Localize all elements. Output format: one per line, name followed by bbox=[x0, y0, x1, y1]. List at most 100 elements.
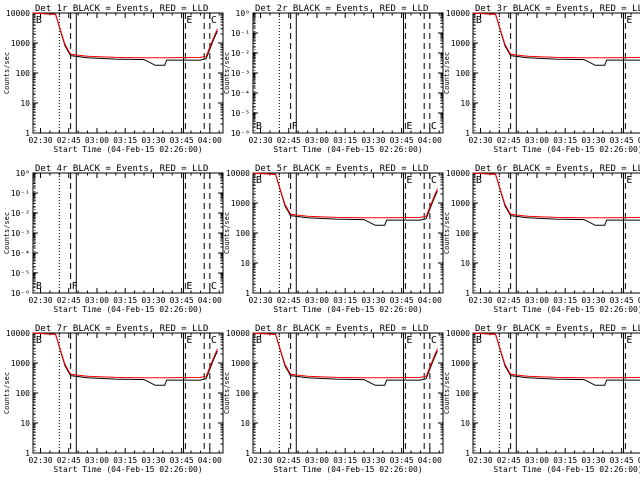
y-tick-label: 1000 bbox=[231, 359, 250, 368]
marker-letter: E bbox=[186, 335, 192, 346]
y-tick-label: 1000 bbox=[451, 39, 470, 48]
x-tick-label: 03:45 bbox=[170, 136, 194, 145]
panel-9: Det 9r BLACK = Events, RED = LLD 1 10 100 10… bbox=[443, 324, 640, 474]
marker-letter: B bbox=[36, 15, 42, 26]
series-lld-line bbox=[472, 172, 640, 219]
x-axis-label: Start Time (04-Feb-15 02:26:00) bbox=[273, 465, 422, 474]
y-axis-label: Counts/sec bbox=[443, 52, 451, 94]
y-tick-label: 100 bbox=[236, 389, 251, 398]
x-tick-label: 02:45 bbox=[57, 456, 81, 465]
plot-frame bbox=[32, 172, 224, 294]
y-tick-label: 100 bbox=[456, 69, 471, 78]
series-lld-line bbox=[472, 12, 640, 59]
y-tick-label: 10 bbox=[460, 259, 470, 268]
marker-letter: C bbox=[431, 335, 437, 346]
panel-3: Det 3r BLACK = Events, RED = LLD 1 10 100 10… bbox=[443, 4, 640, 154]
x-tick-label: 03:30 bbox=[581, 456, 605, 465]
x-tick-label: 03:45 bbox=[610, 296, 634, 305]
x-tick-label: 02:45 bbox=[277, 296, 301, 305]
y-tick-label: 1 bbox=[25, 449, 30, 458]
x-tick-label: 03:00 bbox=[525, 136, 549, 145]
x-tick-label: 03:45 bbox=[610, 456, 634, 465]
y-tick-label: 10⁻² bbox=[231, 49, 250, 58]
x-tick-label: 03:15 bbox=[333, 456, 357, 465]
x-tick-label: 03:45 bbox=[390, 456, 414, 465]
x-tick-label: 02:30 bbox=[28, 296, 52, 305]
plot-frame bbox=[32, 332, 224, 454]
x-axis-label: Start Time (04-Feb-15 02:26:00) bbox=[493, 305, 640, 314]
x-tick-label: 03:30 bbox=[581, 136, 605, 145]
series-lld-line bbox=[252, 172, 438, 219]
series-events-line bbox=[252, 172, 438, 226]
plot-frame bbox=[472, 12, 640, 134]
panel-4: Det 4r BLACK = Events, RED = LLD 10⁻⁶ 10⁻⁵… bbox=[3, 164, 224, 314]
x-tick-label: 03:45 bbox=[170, 456, 194, 465]
series-events-line bbox=[472, 332, 640, 386]
marker-letter: E bbox=[626, 15, 632, 26]
y-tick-label: 1 bbox=[465, 129, 470, 138]
x-tick-label: 03:00 bbox=[85, 296, 109, 305]
panel-title: Det 6r BLACK = Events, RED = LLD bbox=[475, 164, 640, 174]
panel-title: Det 8r BLACK = Events, RED = LLD bbox=[255, 324, 428, 334]
x-axis-label: Start Time (04-Feb-15 02:26:00) bbox=[53, 145, 202, 154]
y-tick-label: 10⁻¹ bbox=[11, 189, 30, 198]
y-tick-label: 10⁻⁵ bbox=[231, 109, 250, 118]
y-axis-label: Counts/sec bbox=[3, 212, 11, 254]
y-tick-label: 10000 bbox=[446, 169, 470, 178]
x-tick-label: 02:30 bbox=[248, 136, 272, 145]
x-tick-label: 03:00 bbox=[85, 136, 109, 145]
x-tick-label: 02:30 bbox=[468, 456, 492, 465]
y-tick-label: 10⁻⁴ bbox=[11, 249, 30, 258]
y-tick-label: 10⁻² bbox=[11, 209, 30, 218]
y-tick-label: 10⁰ bbox=[16, 169, 30, 178]
x-tick-label: 03:45 bbox=[170, 296, 194, 305]
x-tick-label: 03:15 bbox=[113, 456, 137, 465]
y-tick-label: 10⁰ bbox=[236, 9, 250, 18]
x-tick-label: 02:30 bbox=[248, 456, 272, 465]
series-events-line bbox=[32, 332, 218, 386]
y-tick-label: 10 bbox=[460, 99, 470, 108]
plot-frame bbox=[472, 172, 640, 294]
panel-title: Det 1r BLACK = Events, RED = LLD bbox=[35, 4, 208, 14]
x-tick-label: 02:45 bbox=[277, 136, 301, 145]
x-tick-label: 04:00 bbox=[638, 136, 640, 145]
x-tick-label: 04:00 bbox=[198, 136, 222, 145]
marker-letter: F bbox=[292, 121, 298, 132]
y-axis-label: Counts/sec bbox=[223, 372, 231, 414]
x-tick-label: 03:15 bbox=[553, 136, 577, 145]
x-tick-label: 03:15 bbox=[113, 136, 137, 145]
plot-frame bbox=[32, 12, 224, 134]
y-tick-label: 10000 bbox=[226, 329, 250, 338]
x-tick-label: 03:30 bbox=[361, 456, 385, 465]
series-lld-line bbox=[32, 12, 218, 59]
x-tick-label: 04:00 bbox=[638, 296, 640, 305]
marker-letter: E bbox=[626, 175, 632, 186]
series-events-line bbox=[472, 172, 640, 226]
x-tick-label: 04:00 bbox=[418, 136, 442, 145]
marker-letter: E bbox=[626, 335, 632, 346]
x-tick-label: 03:15 bbox=[333, 136, 357, 145]
y-tick-label: 1000 bbox=[11, 39, 30, 48]
x-tick-label: 04:00 bbox=[198, 456, 222, 465]
y-tick-label: 10000 bbox=[446, 9, 470, 18]
marker-letter: B bbox=[36, 335, 42, 346]
marker-letter: B bbox=[476, 15, 482, 26]
y-axis-label: Counts/sec bbox=[3, 52, 11, 94]
y-tick-label: 100 bbox=[16, 389, 31, 398]
panel-title: Det 7r BLACK = Events, RED = LLD bbox=[35, 324, 208, 334]
x-axis-label: Start Time (04-Feb-15 02:26:00) bbox=[273, 145, 422, 154]
x-tick-label: 02:45 bbox=[497, 136, 521, 145]
panel-8: Det 8r BLACK = Events, RED = LLD 1 10 100 10… bbox=[223, 324, 444, 474]
marker-letter: B bbox=[256, 335, 262, 346]
y-tick-label: 10000 bbox=[6, 329, 30, 338]
x-axis-label: Start Time (04-Feb-15 02:26:00) bbox=[273, 305, 422, 314]
x-tick-label: 03:00 bbox=[305, 456, 329, 465]
x-tick-label: 04:00 bbox=[638, 456, 640, 465]
marker-letter: E bbox=[406, 335, 412, 346]
x-tick-label: 04:00 bbox=[418, 296, 442, 305]
series-events-line bbox=[32, 12, 218, 66]
y-tick-label: 1000 bbox=[231, 199, 250, 208]
x-axis-label: Start Time (04-Feb-15 02:26:00) bbox=[53, 305, 202, 314]
marker-letter: B bbox=[476, 175, 482, 186]
plot-frame bbox=[252, 332, 444, 454]
